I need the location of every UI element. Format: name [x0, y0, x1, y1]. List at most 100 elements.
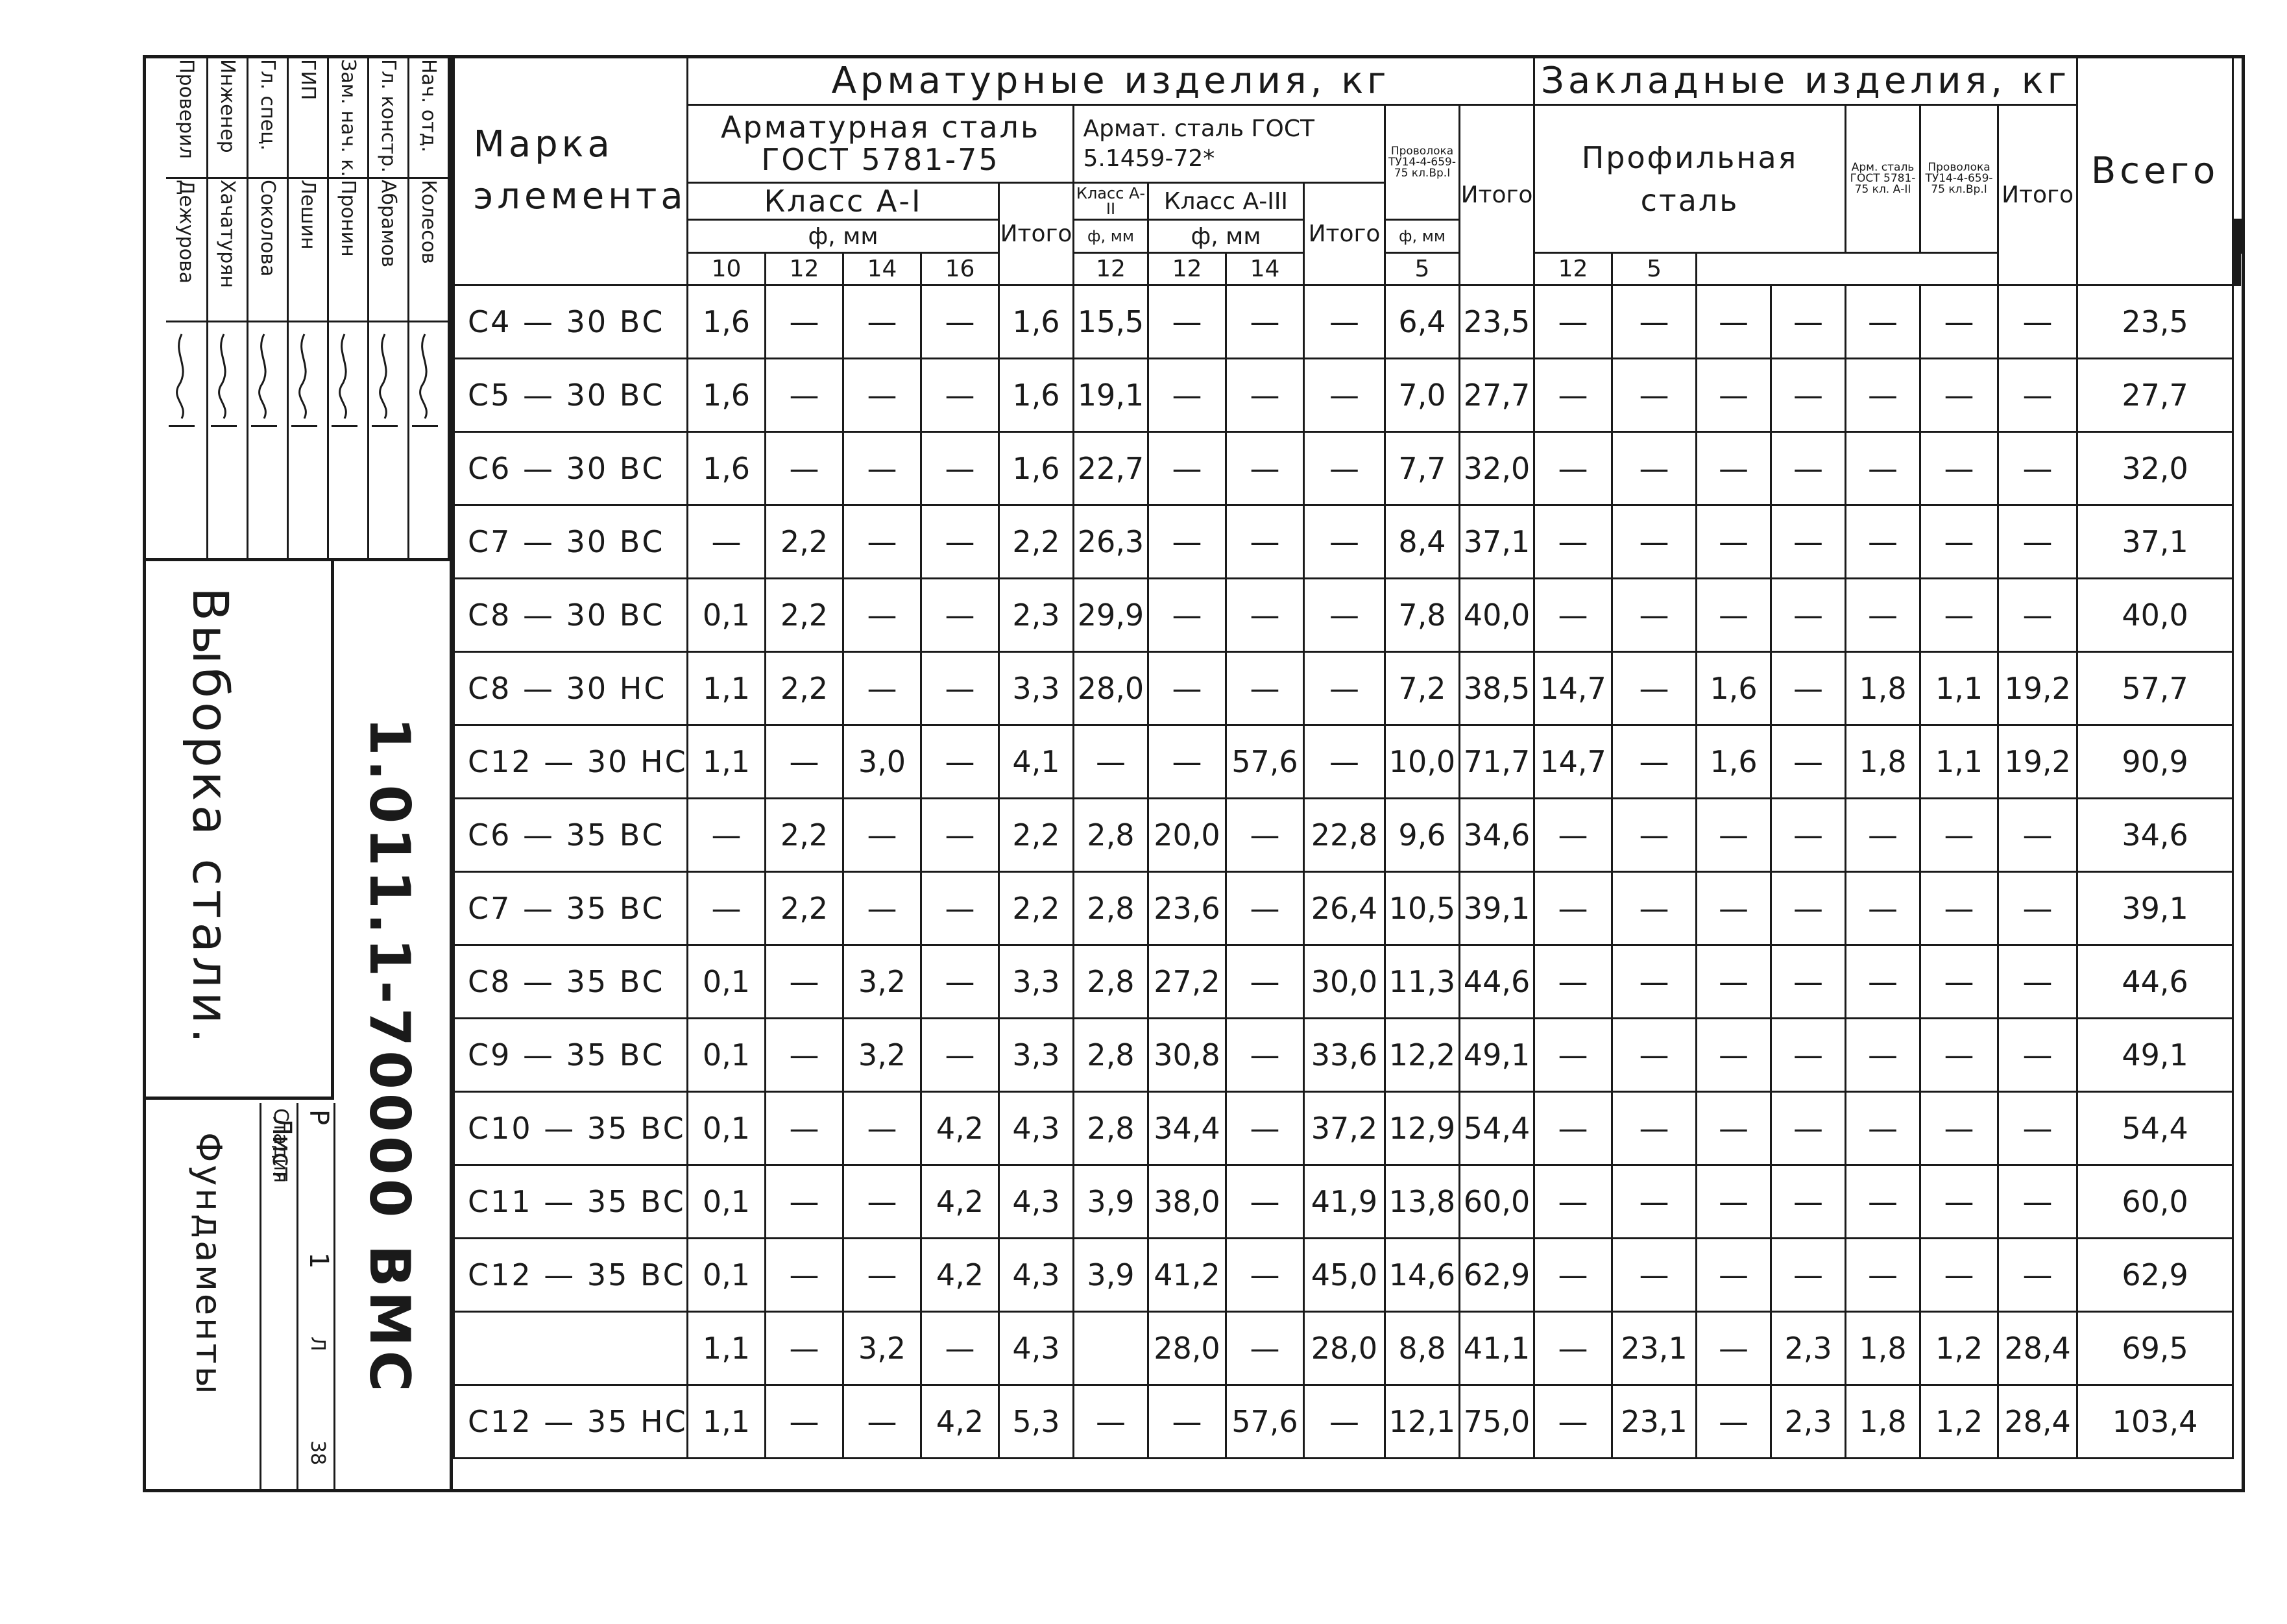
value-cell: 1,1	[686, 1384, 766, 1459]
value-cell: —	[1303, 504, 1386, 579]
value-cell: —	[920, 651, 1000, 726]
value-cell: —	[1919, 358, 2000, 433]
value-cell: —	[1695, 1311, 1773, 1386]
total-header: Всего	[2076, 55, 2234, 286]
signature-role: Гл. констр.	[369, 59, 407, 179]
value-cell: 28,4	[1997, 1311, 2079, 1386]
value-cell: —	[842, 1237, 922, 1313]
value-cell: 2,8	[1072, 871, 1149, 946]
value-cell: —	[686, 871, 766, 946]
value-cell: —	[1997, 1091, 2079, 1166]
signature-name: Абрамов	[369, 180, 407, 322]
table-row: С12 — 35 ВС 0,1— —4,2 4,3 3,9 41,2—45,0 14,6 62…	[453, 1237, 2244, 1313]
value-cell: 33,6	[1303, 1017, 1386, 1093]
wire-reinf-header: Проволока ТУ14-4-659-75 кл.Вр.I	[1384, 104, 1460, 221]
value-cell: —	[1533, 1017, 1614, 1093]
value-cell: —	[1611, 358, 1698, 433]
value-cell: —	[1225, 1091, 1305, 1166]
value-cell: 19,1	[1072, 358, 1149, 433]
value-cell: —	[1845, 1164, 1922, 1239]
value-cell: 12,2	[1384, 1017, 1460, 1093]
value-cell: —	[764, 1311, 844, 1386]
pipe-325-header: Труба 325×8	[2233, 219, 2238, 286]
wire-small-phi-header: ф, мм	[2241, 219, 2245, 254]
value-cell: 4,3	[998, 1091, 1074, 1166]
value-cell: —	[920, 504, 1000, 579]
value-cell: 1,6	[686, 431, 766, 506]
value-cell: 3,0	[842, 724, 922, 799]
value-cell: —	[764, 944, 844, 1019]
signature-mark	[332, 328, 357, 427]
value-cell: —	[1303, 431, 1386, 506]
value-cell: —	[842, 284, 922, 359]
value-cell: 3,2	[842, 1311, 922, 1386]
signature-column: Нач. отд. Колесов	[409, 55, 450, 561]
value-cell: —	[1533, 1384, 1614, 1459]
value-cell: 1,6	[1695, 724, 1773, 799]
value-cell: —	[1533, 431, 1614, 506]
signature-column: Инженер Хачатурян	[208, 55, 248, 561]
value-cell: —	[1533, 284, 1614, 359]
row-total: 62,9	[2076, 1237, 2234, 1313]
value-cell: 10,5	[1384, 871, 1460, 946]
signature-column: Гл. констр. Абрамов	[369, 55, 409, 561]
value-cell: —	[1997, 871, 2079, 946]
value-cell: 1,6	[686, 358, 766, 433]
element-mark	[453, 1311, 688, 1386]
signature-mark	[211, 328, 237, 427]
embed-itogo-header: Итого	[1997, 104, 2079, 286]
value-cell: 23,5	[1458, 284, 1536, 359]
value-cell: —	[1695, 431, 1773, 506]
wire-d5-header: 5	[1384, 252, 1460, 286]
value-cell: 1,2	[1919, 1311, 2000, 1386]
value-cell: 9,6	[1384, 797, 1460, 873]
element-mark: С11 — 35 ВС	[453, 1164, 688, 1239]
sheet-cell: Р 1 Л 38	[298, 1103, 335, 1492]
row-total: 60,0	[2076, 1164, 2234, 1239]
value-cell: —	[1997, 504, 2079, 579]
element-mark: С5 — 30 ВС	[453, 358, 688, 433]
value-cell: —	[1997, 1017, 2079, 1093]
value-cell: —	[1611, 1091, 1698, 1166]
value-cell: —	[1770, 1237, 1847, 1313]
value-cell: —	[920, 724, 1000, 799]
table-row: С11 — 35 ВС 0,1— —4,2 4,3 3,9 38,0—41,9 13,8 60…	[453, 1164, 2244, 1239]
value-cell: —	[1611, 577, 1698, 653]
value-cell: —	[1147, 358, 1227, 433]
value-cell: 2,2	[764, 577, 844, 653]
value-cell: 15,5	[1072, 284, 1149, 359]
value-cell: —	[1611, 944, 1698, 1019]
steel-5459-header: Армат. сталь ГОСТ 5.1459-72*	[1072, 104, 1386, 184]
value-cell: 4,3	[998, 1164, 1074, 1239]
table-row: 1,1—3,2—4,3 28,0—28,0 8,8 41,1—23,1—2,3 1,8 1…	[453, 1311, 2244, 1386]
value-cell: 2,2	[764, 651, 844, 726]
drawing-code: 1.011.1-70000 ВМС	[357, 717, 422, 1396]
signature-name: Соколова	[248, 180, 287, 322]
value-cell: —	[1997, 1164, 2079, 1239]
value-cell: 26,4	[1303, 871, 1386, 946]
value-cell: —	[1919, 797, 2000, 873]
signature-column: Проверил Дежурова	[166, 55, 208, 561]
value-cell: —	[1695, 797, 1773, 873]
value-cell: 3,2	[842, 1017, 922, 1093]
table-row: С8 — 35 ВС 0,1—3,2—3,3 2,8 27,2—30,0 11,3 44,…	[453, 944, 2244, 1019]
value-cell: —	[1225, 871, 1305, 946]
value-cell: —	[842, 431, 922, 506]
element-mark: С10 — 35 ВС	[453, 1091, 688, 1166]
table-body: С4 — 30 ВС 1,6— — —1,6 15,5— — —6,4 23,5— — — — — — —…	[453, 284, 2244, 1459]
value-cell: —	[1770, 284, 1847, 359]
value-cell: —	[1997, 797, 2079, 873]
signature-mark	[412, 328, 438, 427]
sheet-value: 1	[304, 1252, 333, 1269]
value-cell: 4,2	[920, 1091, 1000, 1166]
table-row: С7 — 30 ВС —2,2— —2,2 26,3— — —8,4 37,1— — — — — — —…	[453, 504, 2244, 579]
table-row: С6 — 35 ВС —2,2— —2,2 2,8 20,0—22,8 9,6 34,6— —…	[453, 797, 2244, 873]
value-cell: —	[842, 1164, 922, 1239]
row-total: 44,6	[2076, 944, 2234, 1019]
value-cell: —	[1225, 358, 1305, 433]
value-cell: 1,8	[1845, 1311, 1922, 1386]
value-cell: —	[1997, 358, 2079, 433]
value-cell: —	[1770, 358, 1847, 433]
value-cell: —	[920, 577, 1000, 653]
value-cell: —	[1695, 504, 1773, 579]
